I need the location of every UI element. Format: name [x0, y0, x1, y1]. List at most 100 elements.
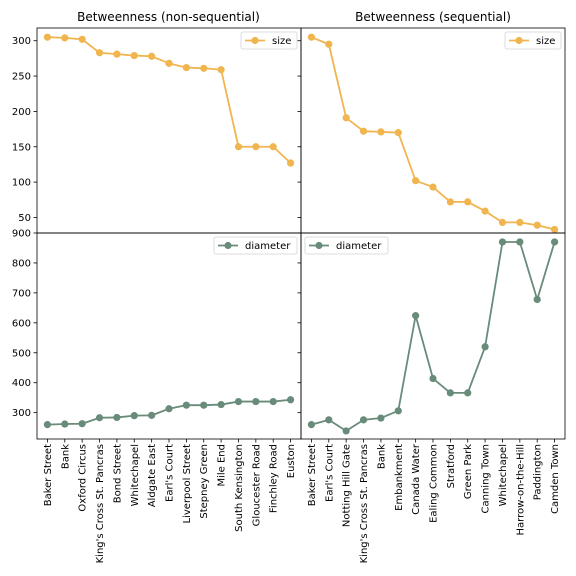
diameter-data-point [79, 420, 86, 427]
size-data-point [447, 198, 454, 205]
diameter-data-point [183, 402, 190, 409]
x-tick-label: Mile End [217, 444, 228, 487]
size-data-point [270, 143, 277, 150]
legend-size-label: size [272, 36, 291, 47]
diameter-data-point [551, 238, 558, 245]
size-data-point [516, 219, 523, 226]
diameter-data-point [343, 427, 350, 434]
diameter-data-point [270, 398, 277, 405]
y-tick-label: 900 [12, 229, 31, 240]
y-tick-label: 600 [12, 318, 31, 329]
x-tick-label: Stratford [446, 444, 457, 488]
diameter-data-point [464, 389, 471, 396]
diameter-data-point [131, 412, 138, 419]
diameter-data-point [61, 420, 68, 427]
y-tick-label: 150 [12, 142, 31, 153]
size-data-point [343, 114, 350, 121]
right-chart-title: Betweenness (sequential) [355, 10, 511, 24]
x-tick-label: Baker Street [43, 444, 54, 506]
top-right-axes-frame [301, 28, 565, 233]
y-tick-label: 250 [12, 72, 31, 83]
size-data-point [308, 34, 315, 41]
size-data-point [534, 222, 541, 229]
size-data-point [429, 183, 436, 190]
x-tick-label: Camden Town [550, 444, 561, 514]
legend-size-marker [251, 37, 258, 44]
diameter-data-point [395, 407, 402, 414]
y-tick-label: 200 [12, 107, 31, 118]
size-data-point [360, 128, 367, 135]
diameter-data-point [113, 414, 120, 421]
size-data-point [325, 41, 332, 48]
x-tick-label: Notting Hill Gate [342, 444, 353, 527]
size-data-point [44, 34, 51, 41]
x-tick-label: Aldgate East [147, 444, 158, 507]
x-tick-label: Whitechapel [498, 444, 509, 506]
y-tick-label: 100 [12, 178, 31, 189]
x-tick-label: Bank [60, 444, 71, 469]
x-tick-label: King's Cross St. Pancras [95, 444, 106, 563]
diameter-data-point [377, 414, 384, 421]
legend-top-right: size [505, 32, 561, 49]
x-tick-label: Gloucester Road [251, 444, 262, 526]
y-tick-label: 800 [12, 258, 31, 269]
diameter-data-point [534, 296, 541, 303]
legend-bottom-right: diameter [305, 237, 388, 254]
size-data-point [113, 51, 120, 58]
y-tick-label: 50 [18, 213, 31, 224]
y-tick-label: 500 [12, 348, 31, 359]
x-tick-label: Ealing Common [429, 444, 440, 523]
x-tick-label: South Kensington [234, 444, 245, 532]
diameter-data-point [308, 421, 315, 428]
diameter-data-point [360, 416, 367, 423]
x-tick-label: Baker Street [307, 444, 318, 506]
x-tick-label: King's Cross St. Pancras [359, 444, 370, 563]
size-data-point [61, 34, 68, 41]
legend-diameter-label: diameter [245, 241, 291, 252]
legend-size-label: size [536, 36, 555, 47]
diameter-data-point [235, 398, 242, 405]
x-tick-label: Oxford Circus [78, 444, 89, 512]
x-tick-label: Finchley Road [269, 444, 280, 513]
size-data-point [551, 226, 558, 233]
size-series-line [311, 37, 554, 229]
size-data-point [287, 159, 294, 166]
diameter-data-point [252, 398, 259, 405]
x-tick-label: Earl's Court [165, 444, 176, 502]
diameter-data-point [96, 414, 103, 421]
size-data-point [79, 36, 86, 43]
diameter-series-line [311, 242, 554, 431]
size-data-point [131, 52, 138, 59]
diameter-data-point [516, 238, 523, 245]
diameter-data-point [44, 421, 51, 428]
x-tick-label: Canada Water [411, 443, 422, 515]
size-data-point [183, 64, 190, 71]
size-data-point [200, 65, 207, 72]
top-left-axes-frame [37, 28, 301, 233]
diameter-data-point [482, 343, 489, 350]
diameter-data-point [499, 238, 506, 245]
size-data-point [148, 53, 155, 60]
x-tick-label: Stepney Green [199, 444, 210, 519]
x-tick-label: Paddington [533, 444, 544, 500]
x-tick-label: Green Park [463, 444, 474, 499]
y-tick-label: 300 [12, 408, 31, 419]
diameter-data-point [325, 416, 332, 423]
legend-diameter-marker [224, 242, 231, 249]
diameter-data-point [287, 396, 294, 403]
x-tick-label: Canning Town [481, 444, 492, 513]
legend-diameter-marker [315, 242, 322, 249]
left-chart-title: Betweenness (non-sequential) [77, 10, 260, 24]
legend-diameter-label: diameter [336, 241, 382, 252]
x-tick-label: Earl's Court [324, 444, 335, 502]
legend-top-left: size [241, 32, 297, 49]
bottom-right-axes-frame [301, 233, 565, 439]
size-data-point [165, 60, 172, 67]
size-data-point [412, 177, 419, 184]
diameter-data-point [148, 412, 155, 419]
x-tick-label: Euston [286, 444, 297, 478]
x-tick-label: Whitechapel [130, 444, 141, 506]
x-tick-label: Bank [376, 444, 387, 469]
y-tick-label: 700 [12, 288, 31, 299]
x-tick-label: Bond Street [112, 444, 123, 503]
